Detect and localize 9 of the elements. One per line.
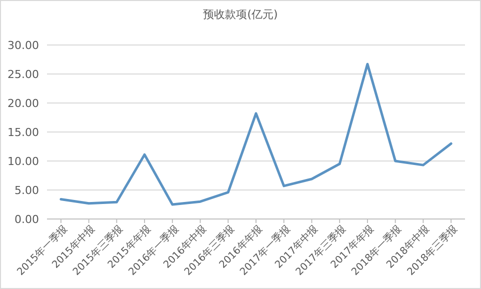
y-tick-label: 25.00: [8, 68, 39, 81]
y-tick-label: 20.00: [8, 96, 39, 110]
y-tick-label: 0.00: [14, 212, 39, 226]
chart-title: 预收款项(亿元): [203, 8, 278, 21]
line-series: [60, 62, 452, 206]
y-tick-label: 10.00: [8, 154, 39, 168]
y-tick-label: 5.00: [14, 184, 39, 197]
y-tick-label: 15.00: [8, 126, 39, 139]
y-tick-label: 30.00: [8, 38, 39, 52]
